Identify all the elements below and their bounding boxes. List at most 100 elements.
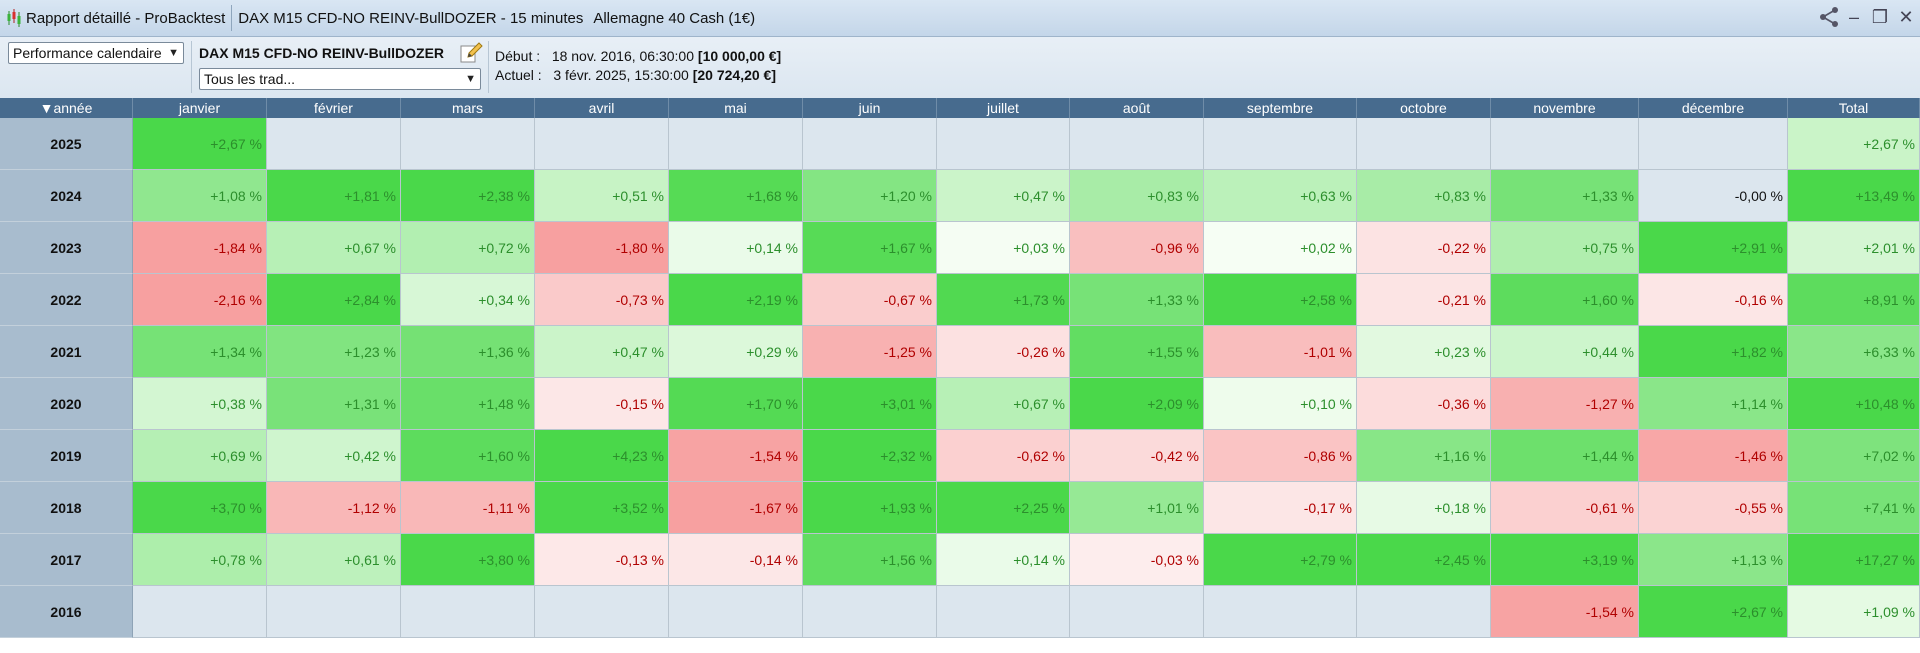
month-column-header[interactable]: février (267, 98, 401, 118)
toolbar-separator (191, 41, 192, 93)
month-performance-cell: -0,61 % (1491, 482, 1639, 534)
report-toolbar: Performance calendaire ▼ DAX M15 CFD-NO … (0, 37, 1920, 99)
month-performance-cell: +1,01 % (1070, 482, 1204, 534)
month-performance-cell: -0,21 % (1357, 274, 1491, 326)
month-column-header[interactable]: juillet (937, 98, 1070, 118)
month-performance-cell: +0,44 % (1491, 326, 1639, 378)
month-performance-cell: +1,60 % (1491, 274, 1639, 326)
month-performance-cell (401, 118, 535, 170)
month-performance-cell (401, 586, 535, 638)
month-performance-cell: +0,14 % (937, 534, 1070, 586)
year-cell: 2016 (0, 586, 133, 638)
month-performance-cell (267, 586, 401, 638)
month-column-header[interactable]: janvier (133, 98, 267, 118)
month-performance-cell: +1,34 % (133, 326, 267, 378)
title-separator (231, 5, 233, 31)
month-performance-cell: +1,33 % (1070, 274, 1204, 326)
month-performance-cell: -0,26 % (937, 326, 1070, 378)
year-total-cell: +2,01 % (1788, 222, 1920, 274)
month-performance-cell: -1,54 % (1491, 586, 1639, 638)
month-performance-cell: +0,03 % (937, 222, 1070, 274)
pencil-edit-icon[interactable] (459, 40, 483, 64)
year-total-cell: +8,91 % (1788, 274, 1920, 326)
current-info: Actuel : 3 févr. 2025, 15:30:00 [20 724,… (495, 67, 776, 83)
minimize-icon[interactable]: – (1848, 7, 1859, 27)
month-performance-cell: +0,75 % (1491, 222, 1639, 274)
total-column-header[interactable]: Total (1788, 98, 1920, 118)
month-performance-cell: +2,38 % (401, 170, 535, 222)
restore-icon[interactable]: ❐ (1871, 7, 1889, 27)
month-performance-cell: -0,36 % (1357, 378, 1491, 430)
month-performance-cell: +1,82 % (1639, 326, 1788, 378)
month-performance-cell: -1,84 % (133, 222, 267, 274)
table-row: 2020 +0,38 % +1,31 % +1,48 % -0,15 % +1,70 % +… (0, 378, 1920, 430)
year-cell: 2017 (0, 534, 133, 586)
month-column-header[interactable]: avril (535, 98, 669, 118)
month-performance-cell: +1,93 % (803, 482, 937, 534)
year-total-cell: +7,41 % (1788, 482, 1920, 534)
table-row: 2017 +0,78 % +0,61 % +3,80 % -0,13 % -0,14 % +… (0, 534, 1920, 586)
year-total-cell: +6,33 % (1788, 326, 1920, 378)
year-cell: 2023 (0, 222, 133, 274)
month-column-header[interactable]: septembre (1204, 98, 1357, 118)
month-performance-cell: +0,10 % (1204, 378, 1357, 430)
month-column-header[interactable]: août (1070, 98, 1204, 118)
month-performance-cell (133, 586, 267, 638)
year-cell: 2019 (0, 430, 133, 482)
month-performance-cell: +0,02 % (1204, 222, 1357, 274)
share-icon[interactable] (1818, 6, 1838, 28)
trades-select[interactable]: Tous les trad... ▼ (199, 68, 481, 90)
month-column-header[interactable]: novembre (1491, 98, 1639, 118)
close-icon[interactable]: ✕ (1898, 7, 1914, 27)
month-performance-cell: -0,73 % (535, 274, 669, 326)
table-row: 2021 +1,34 % +1,23 % +1,36 % +0,47 % +0,29 % -… (0, 326, 1920, 378)
month-performance-cell: -0,67 % (803, 274, 937, 326)
month-performance-cell (803, 118, 937, 170)
month-performance-cell: +0,34 % (401, 274, 535, 326)
month-performance-cell: +1,60 % (401, 430, 535, 482)
year-total-cell: +10,48 % (1788, 378, 1920, 430)
table-row: 2023 -1,84 % +0,67 % +0,72 % -1,80 % +0,14 % +… (0, 222, 1920, 274)
month-column-header[interactable]: mars (401, 98, 535, 118)
view-select[interactable]: Performance calendaire ▼ (8, 42, 184, 64)
month-performance-cell (1491, 118, 1639, 170)
table-row: 2016 -1,54 % +2,67 % +1,09 % (0, 586, 1920, 638)
month-performance-cell (1070, 118, 1204, 170)
month-performance-cell: +0,67 % (937, 378, 1070, 430)
month-performance-cell: -0,03 % (1070, 534, 1204, 586)
month-performance-cell: +0,23 % (1357, 326, 1491, 378)
month-performance-cell: +0,42 % (267, 430, 401, 482)
year-cell: 2018 (0, 482, 133, 534)
year-column-header[interactable]: ▼année (0, 98, 133, 118)
month-performance-cell: -1,54 % (669, 430, 803, 482)
month-column-header[interactable]: juin (803, 98, 937, 118)
month-performance-cell: +1,67 % (803, 222, 937, 274)
month-performance-cell: +1,13 % (1639, 534, 1788, 586)
month-performance-cell (1204, 586, 1357, 638)
month-performance-cell (1357, 586, 1491, 638)
month-column-header[interactable]: octobre (1357, 98, 1491, 118)
trades-select-value: Tous les trad... (204, 71, 296, 87)
month-column-header[interactable]: mai (669, 98, 803, 118)
month-performance-cell (669, 118, 803, 170)
year-cell: 2022 (0, 274, 133, 326)
month-performance-cell: -0,15 % (535, 378, 669, 430)
month-performance-cell (1070, 586, 1204, 638)
month-performance-cell: -0,86 % (1204, 430, 1357, 482)
month-performance-cell (535, 586, 669, 638)
window-titlebar: Rapport détaillé - ProBacktest DAX M15 C… (0, 0, 1920, 37)
month-performance-cell: +0,78 % (133, 534, 267, 586)
month-column-header[interactable]: décembre (1639, 98, 1788, 118)
table-row: 2025 +2,67 % +2,67 % (0, 118, 1920, 170)
year-total-cell: +7,02 % (1788, 430, 1920, 482)
month-performance-cell: +0,72 % (401, 222, 535, 274)
month-performance-cell: +2,09 % (1070, 378, 1204, 430)
month-performance-cell (535, 118, 669, 170)
start-capital: [10 000,00 €] (697, 48, 782, 64)
strategy-name: DAX M15 CFD-NO REINV-BullDOZER (199, 45, 445, 61)
month-performance-cell: +2,84 % (267, 274, 401, 326)
month-performance-cell: -1,80 % (535, 222, 669, 274)
month-performance-cell: +1,23 % (267, 326, 401, 378)
month-performance-cell: -0,62 % (937, 430, 1070, 482)
month-performance-cell: -1,25 % (803, 326, 937, 378)
